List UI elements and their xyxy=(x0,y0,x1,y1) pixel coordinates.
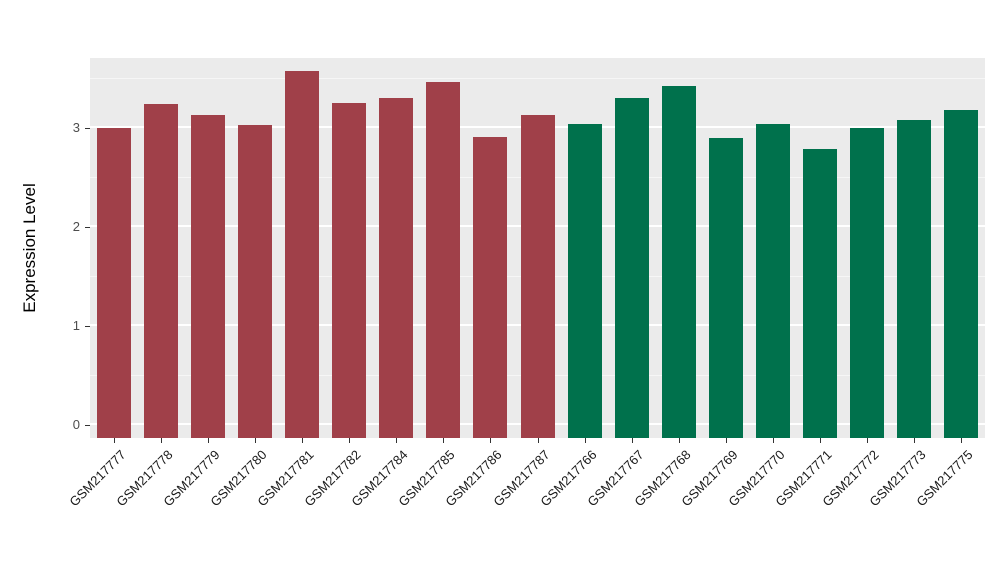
minor-gridline xyxy=(90,77,985,79)
x-tick-mark xyxy=(254,438,256,443)
x-tick-mark xyxy=(584,438,586,443)
bar-GSM217775 xyxy=(944,110,978,438)
bar-GSM217780 xyxy=(238,125,272,438)
y-tick-mark xyxy=(85,425,90,426)
bar-GSM217787 xyxy=(521,115,555,438)
bar-GSM217770 xyxy=(756,124,790,438)
bar-GSM217772 xyxy=(850,128,884,438)
y-tick-mark xyxy=(85,326,90,328)
x-tick-mark xyxy=(490,438,492,443)
x-tick-mark xyxy=(443,438,445,443)
bar-GSM217778 xyxy=(144,104,178,438)
x-tick-mark xyxy=(820,438,822,443)
y-tick-mark xyxy=(85,128,90,130)
bar-GSM217768 xyxy=(662,86,696,438)
x-tick-mark xyxy=(725,438,727,443)
y-tick-label: 1 xyxy=(72,318,80,334)
x-tick-mark xyxy=(961,438,963,443)
bar-GSM217779 xyxy=(191,115,225,438)
x-tick-mark xyxy=(537,438,539,443)
x-tick-mark xyxy=(678,438,680,443)
bar-GSM217781 xyxy=(285,71,319,438)
bar-GSM217766 xyxy=(568,124,602,438)
bar-GSM217786 xyxy=(473,137,507,438)
x-tick-mark xyxy=(867,438,869,443)
x-tick-mark xyxy=(396,438,398,443)
bar-GSM217785 xyxy=(426,82,460,438)
bar-GSM217777 xyxy=(97,128,131,438)
x-tick-mark xyxy=(301,438,303,443)
y-axis-title: Expression Level xyxy=(20,183,39,313)
y-tick-label: 2 xyxy=(72,219,80,235)
bar-GSM217773 xyxy=(897,120,931,438)
x-tick-mark xyxy=(631,438,633,443)
y-tick-label: 3 xyxy=(72,120,80,136)
x-tick-mark xyxy=(207,438,209,443)
bar-GSM217769 xyxy=(709,138,743,438)
x-tick-mark xyxy=(914,438,916,443)
y-tick-label: 0 xyxy=(72,417,80,432)
bar-GSM217782 xyxy=(332,103,366,438)
bar-GSM217771 xyxy=(803,149,837,438)
x-tick-mark xyxy=(349,438,351,443)
bar-GSM217767 xyxy=(615,98,649,438)
x-tick-mark xyxy=(160,438,162,443)
x-tick-mark xyxy=(773,438,775,443)
plot-panel xyxy=(90,58,985,438)
x-tick-mark xyxy=(113,438,115,443)
y-tick-mark xyxy=(85,227,90,229)
bar-GSM217784 xyxy=(379,98,413,438)
